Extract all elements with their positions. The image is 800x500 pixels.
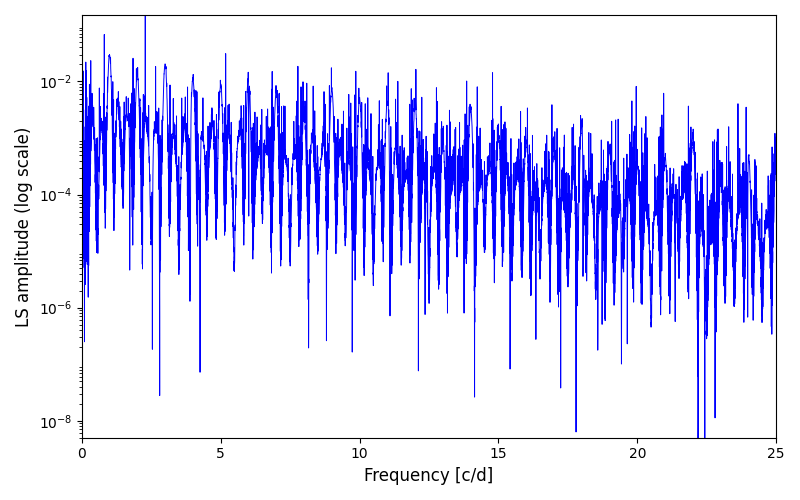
X-axis label: Frequency [c/d]: Frequency [c/d] — [364, 467, 494, 485]
Y-axis label: LS amplitude (log scale): LS amplitude (log scale) — [15, 126, 33, 326]
